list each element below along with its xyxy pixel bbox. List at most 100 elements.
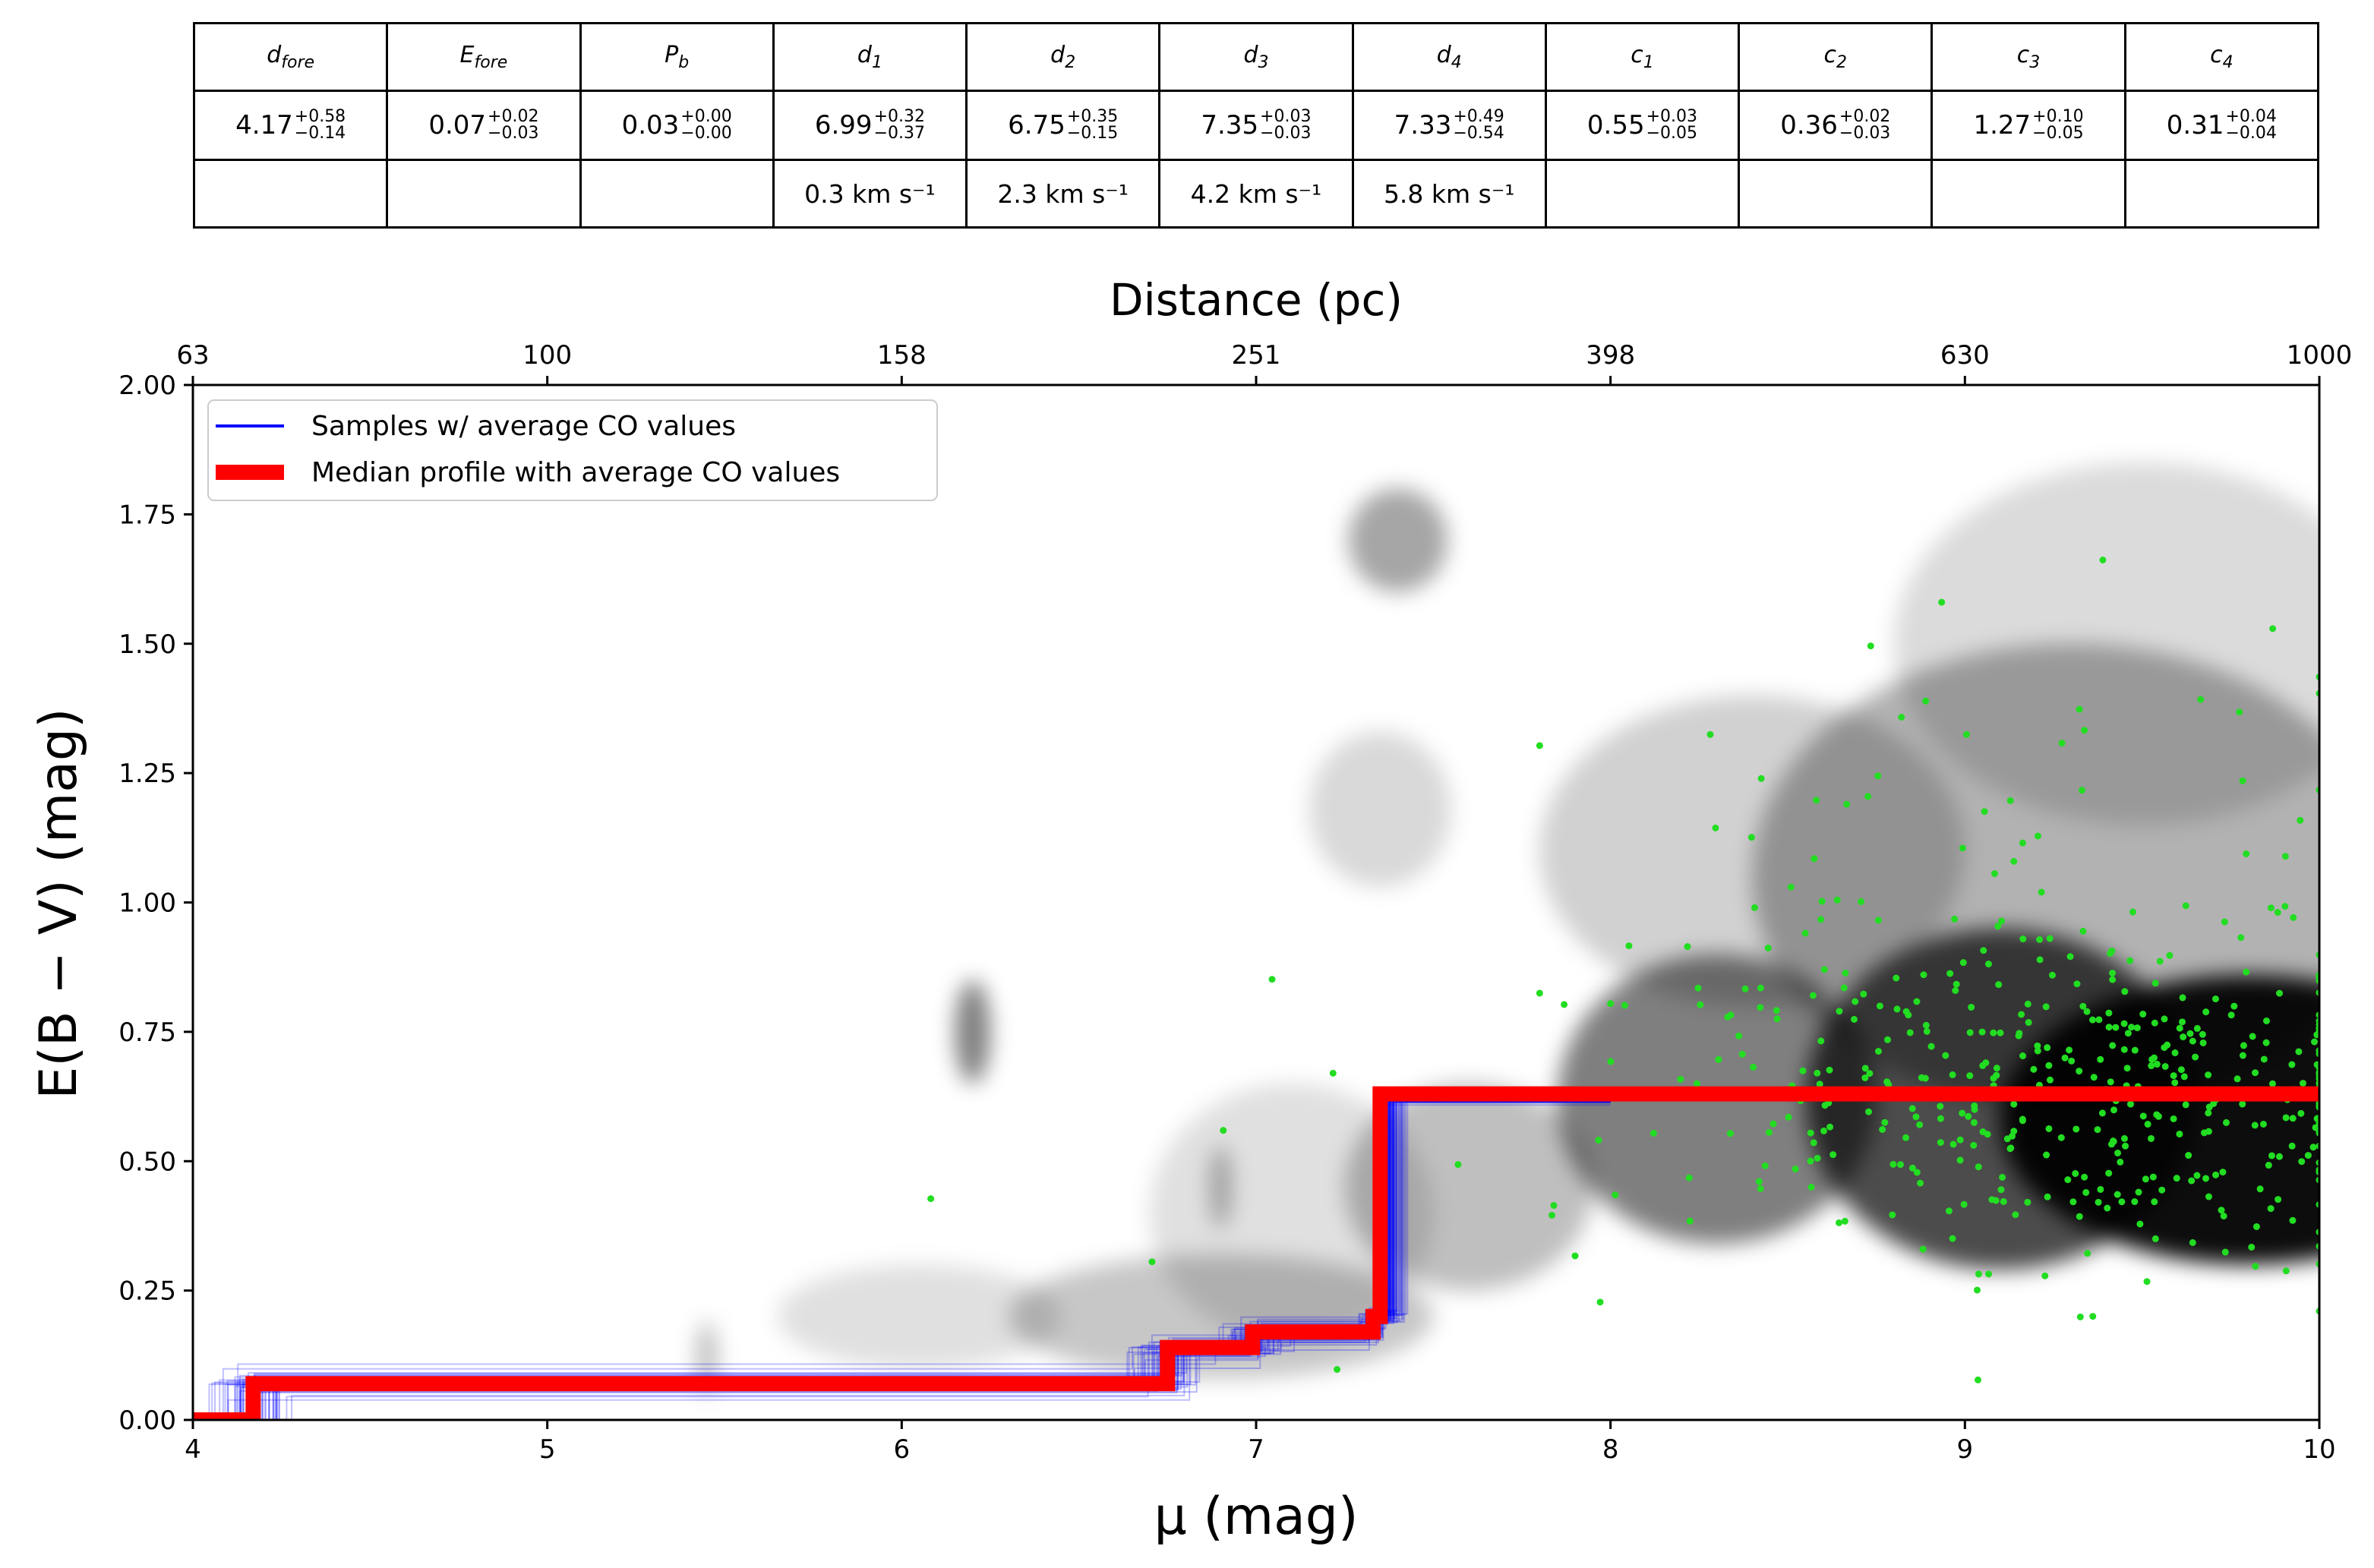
star-point — [1879, 1125, 1886, 1133]
value-lower-error: −0.37 — [873, 124, 925, 143]
table-header-cell: c4 — [2123, 22, 2320, 92]
star-point — [1807, 1129, 1814, 1137]
y-tick-label: 2.00 — [118, 371, 176, 401]
star-point — [2018, 1011, 2025, 1018]
value-main: 0.36 — [1780, 110, 1838, 140]
header-symbol: c — [1631, 42, 1643, 68]
star-point — [1952, 987, 1959, 995]
sample-profile-line — [193, 1095, 1611, 1420]
star-point — [1820, 1127, 1827, 1134]
value-uncertainty: +0.03 −0.05 — [1646, 109, 1697, 142]
density-blob — [1894, 462, 2319, 825]
star-point — [1956, 1156, 1964, 1164]
star-point — [1906, 1029, 1914, 1036]
star-point — [1765, 1128, 1773, 1136]
star-point — [2076, 705, 2083, 713]
star-point — [1625, 942, 1633, 950]
table-header-cell: d3 — [1158, 22, 1354, 92]
legend-label-samples: Samples w/ average CO values — [311, 411, 736, 442]
x-axis-label: μ (mag) — [1154, 1487, 1358, 1547]
table-header-cell: d1 — [772, 22, 968, 92]
y-tick-label: 0.75 — [118, 1017, 176, 1048]
star-point — [2185, 1152, 2192, 1159]
star-point — [2151, 980, 2159, 987]
sample-profile-line — [193, 1099, 1611, 1420]
star-point — [2189, 1037, 2196, 1045]
star-point — [2006, 797, 2014, 804]
star-point — [2262, 1039, 2270, 1046]
star-point — [1773, 1015, 1781, 1023]
star-point — [2045, 1062, 2053, 1069]
star-point — [1686, 1217, 1694, 1225]
sample-profile-line — [193, 1097, 1611, 1420]
star-point — [2282, 1267, 2290, 1275]
star-point — [1962, 730, 1970, 738]
y-tick-label: 1.50 — [118, 629, 176, 660]
star-point — [2121, 988, 2129, 995]
star-point — [1981, 808, 1988, 816]
star-point — [2097, 1185, 2104, 1193]
star-point — [2199, 1030, 2206, 1038]
star-point — [2220, 1212, 2227, 1219]
header-subscript: fore — [281, 53, 315, 72]
star-point — [1826, 1066, 1833, 1074]
table-values-row: 4.17 +0.58 −0.14 0.07 +0.02 −0.03 0.03 +0.00 −0.… — [192, 90, 2320, 161]
star-point — [1607, 1000, 1615, 1008]
star-point — [927, 1195, 935, 1203]
star-point — [1548, 1211, 1556, 1219]
star-point — [2048, 971, 2056, 979]
star-point — [1998, 917, 2006, 925]
star-point — [2095, 1016, 2103, 1024]
y-tick-label: 1.00 — [118, 888, 176, 919]
star-point — [2182, 902, 2189, 910]
star-point — [2064, 1176, 2072, 1184]
star-point — [2236, 708, 2243, 716]
star-point — [1571, 1252, 1579, 1260]
y-tick-label: 1.75 — [118, 500, 176, 530]
star-point — [1826, 1123, 1834, 1131]
star-point — [2105, 1009, 2113, 1017]
star-point — [2151, 1235, 2159, 1242]
star-point — [2239, 1052, 2246, 1059]
median-profile — [193, 1086, 2319, 1420]
value-uncertainty: +0.32 −0.37 — [874, 109, 925, 142]
star-point — [2219, 1169, 2227, 1176]
star-point — [1677, 1075, 1684, 1083]
star-point — [1959, 844, 1966, 852]
star-point — [2256, 1185, 2264, 1193]
star-point — [1965, 1112, 1972, 1120]
value-lower-error: −0.05 — [1646, 124, 1698, 143]
star-point — [1937, 1139, 1944, 1147]
value-upper-error: +0.02 — [1839, 107, 1891, 126]
star-point — [2120, 1020, 2128, 1027]
star-point — [1612, 1191, 1619, 1199]
star-point — [1992, 1197, 2000, 1204]
table-velocity-cell — [386, 159, 582, 229]
value-uncertainty: +0.35 −0.15 — [1067, 109, 1118, 142]
star-point — [2131, 1198, 2139, 1206]
star-point — [2081, 1173, 2088, 1181]
star-point — [2109, 970, 2117, 977]
star-point — [2218, 1207, 2225, 1214]
star-point — [1706, 730, 1714, 738]
star-point — [2151, 1019, 2158, 1027]
star-point — [2268, 1152, 2275, 1159]
star-point — [2110, 1137, 2117, 1145]
star-point — [2143, 1278, 2151, 1286]
star-point — [1874, 1048, 1882, 1055]
star-point — [1898, 714, 1905, 721]
star-point — [2166, 951, 2174, 959]
star-point — [2124, 1030, 2132, 1037]
star-point — [1595, 1137, 1602, 1144]
star-point — [2107, 950, 2114, 958]
star-point — [1979, 1062, 1987, 1069]
star-point — [2189, 1239, 2196, 1247]
star-point — [2205, 1128, 2212, 1135]
star-point — [1561, 1001, 1568, 1008]
star-point — [2161, 1015, 2168, 1023]
table-value-cell: 0.03 +0.00 −0.00 — [579, 90, 775, 161]
star-point — [1956, 1136, 1964, 1144]
star-point — [1913, 998, 1921, 1005]
table-value-cell: 6.75 +0.35 −0.15 — [965, 90, 1161, 161]
header-subscript: fore — [474, 53, 508, 72]
